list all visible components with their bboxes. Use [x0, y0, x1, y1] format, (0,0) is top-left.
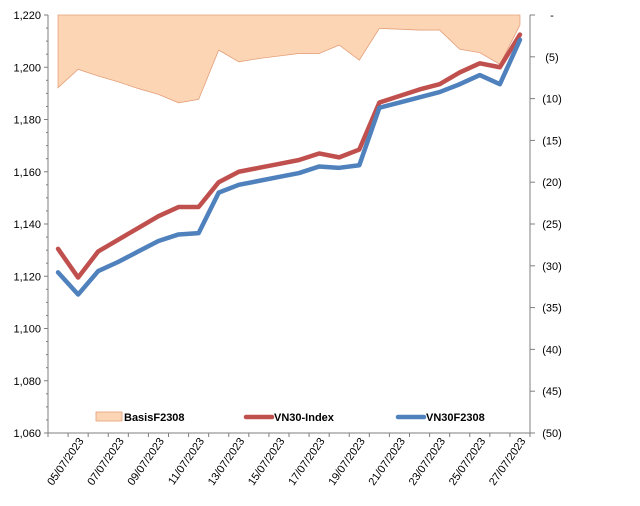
x-tick-label: 23/07/2023 — [407, 436, 448, 488]
right-tick-label: (30) — [542, 261, 562, 273]
x-tick-label: 19/07/2023 — [326, 436, 367, 488]
x-tick-label: 15/07/2023 — [246, 436, 287, 488]
x-tick-label: 13/07/2023 — [206, 436, 247, 488]
legend-label: VN30-Index — [274, 412, 335, 424]
right-tick-label: (45) — [542, 386, 562, 398]
legend-item-BasisF2308: BasisF2308 — [95, 411, 185, 424]
left-tick-label: 1,100 — [13, 324, 41, 336]
left-tick-label: 1,220 — [13, 10, 41, 22]
line-series-VN30F2308 — [55, 37, 523, 297]
right-tick-label: - — [550, 10, 554, 22]
x-tick-label: 21/07/2023 — [367, 436, 408, 488]
right-y-axis: - (5) (10) (15) (20) (25) (30) (35) (40) (45) (50) — [529, 10, 562, 440]
line-series-VN30-Index — [55, 32, 523, 280]
x-tick-label: 25/07/2023 — [447, 436, 488, 488]
x-tick-label: 09/07/2023 — [126, 436, 167, 488]
left-tick-label: 1,120 — [13, 271, 41, 283]
legend-swatch — [95, 411, 123, 422]
x-tick-label: 11/07/2023 — [166, 436, 207, 487]
area-series-BasisF2308 — [57, 14, 521, 104]
x-tick-label: 17/07/2023 — [286, 436, 327, 488]
left-tick-label: 1,140 — [13, 219, 41, 231]
right-tick-label: (25) — [542, 219, 562, 231]
line-series-layer — [55, 32, 523, 297]
right-tick-label: (35) — [542, 303, 562, 315]
left-tick-label: 1,180 — [13, 115, 41, 127]
left-tick-label: 1,080 — [13, 376, 41, 388]
legend-item-VN30F2308: VN30F2308 — [395, 412, 485, 424]
x-tick-label: 05/07/2023 — [45, 436, 86, 488]
legend-item-VN30-Index: VN30-Index — [243, 412, 335, 424]
legend: BasisF2308 VN30-Index VN30F2308 — [95, 411, 485, 424]
right-tick-label: (20) — [542, 177, 562, 189]
legend-label: BasisF2308 — [124, 412, 185, 424]
right-tick-label: (10) — [542, 94, 562, 106]
left-tick-label: 1,200 — [13, 62, 41, 74]
left-tick-label: 1,160 — [13, 167, 41, 179]
right-tick-label: (15) — [542, 135, 562, 147]
left-y-axis: 1,060 1,080 1,100 1,120 1,140 1,160 1,180 1,200… — [13, 10, 49, 440]
right-tick-label: (50) — [542, 428, 562, 440]
x-tick-label: 07/07/2023 — [85, 436, 126, 488]
right-tick-label: (5) — [545, 52, 558, 64]
left-tick-label: 1,060 — [13, 428, 41, 440]
right-tick-label: (40) — [542, 344, 562, 356]
legend-label: VN30F2308 — [426, 412, 485, 424]
basis-area-layer — [57, 14, 521, 104]
x-tick-label: 27/07/2023 — [487, 436, 528, 488]
